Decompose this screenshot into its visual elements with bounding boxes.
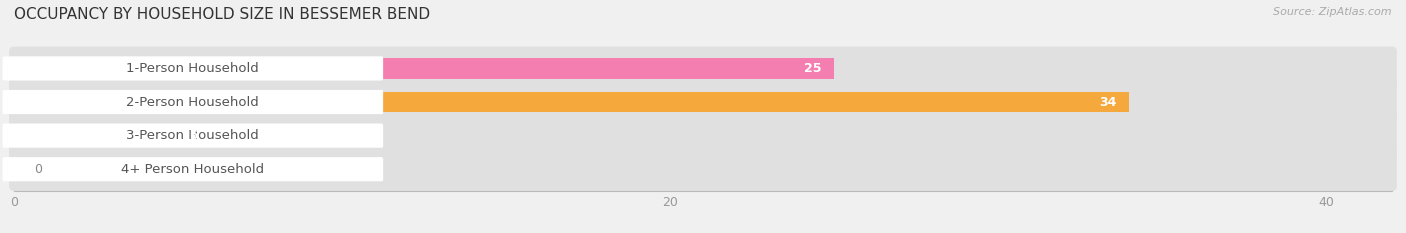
FancyBboxPatch shape [3, 56, 382, 81]
Text: 6: 6 [190, 129, 198, 142]
Bar [14, 92, 1129, 113]
Text: 25: 25 [804, 62, 821, 75]
Text: 4+ Person Household: 4+ Person Household [121, 163, 264, 176]
FancyBboxPatch shape [3, 123, 382, 148]
Text: 2-Person Household: 2-Person Household [127, 96, 259, 109]
Bar [14, 159, 27, 180]
Text: 3-Person Household: 3-Person Household [127, 129, 259, 142]
Text: OCCUPANCY BY HOUSEHOLD SIZE IN BESSEMER BEND: OCCUPANCY BY HOUSEHOLD SIZE IN BESSEMER … [14, 7, 430, 22]
FancyBboxPatch shape [3, 157, 382, 181]
Text: 34: 34 [1099, 96, 1116, 109]
Text: 0: 0 [34, 163, 42, 176]
FancyBboxPatch shape [10, 114, 1396, 158]
Text: Source: ZipAtlas.com: Source: ZipAtlas.com [1274, 7, 1392, 17]
FancyBboxPatch shape [3, 90, 382, 114]
FancyBboxPatch shape [10, 47, 1396, 90]
FancyBboxPatch shape [10, 147, 1396, 191]
Bar [14, 58, 834, 79]
Bar [14, 125, 211, 146]
FancyBboxPatch shape [10, 80, 1396, 124]
Text: 1-Person Household: 1-Person Household [127, 62, 259, 75]
